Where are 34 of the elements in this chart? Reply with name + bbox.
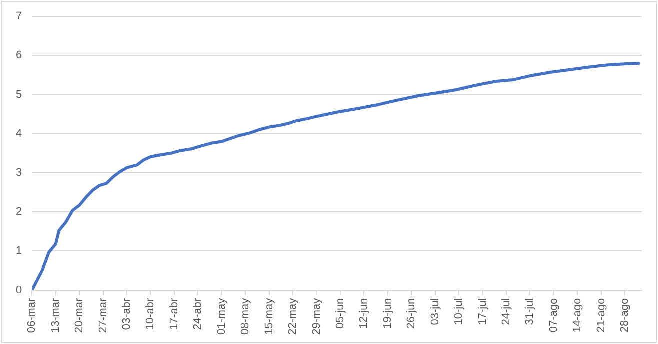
x-tick-label: 27-mar	[97, 298, 110, 334]
y-tick-label: 5	[16, 88, 22, 101]
x-tick-label: 28-ago	[619, 298, 632, 333]
x-tick-label: 20-mar	[74, 298, 86, 334]
y-tick-label: 1	[16, 245, 22, 258]
y-tick-label: 0	[16, 284, 22, 296]
x-tick-label: 19-jun	[382, 298, 394, 329]
x-tick-label: 03-jul	[429, 298, 442, 326]
x-tick-label: 12-jun	[358, 298, 370, 329]
y-tick-label: 7	[16, 10, 22, 23]
x-tick-label: 31-jul	[524, 298, 536, 326]
y-tick-label: 4	[16, 128, 22, 140]
x-tick-label: 29-may	[310, 298, 323, 336]
x-tick-label: 05-jun	[334, 298, 346, 329]
x-tick-label: 01-may	[216, 298, 228, 336]
y-tick-label: 2	[16, 206, 22, 218]
x-tick-label: 15-may	[263, 298, 276, 336]
y-tick-label: 6	[16, 50, 22, 62]
x-tick-label: 08-may	[240, 298, 252, 336]
x-tick-label: 13-mar	[50, 298, 62, 334]
x-tick-label: 26-jun	[406, 298, 418, 329]
x-tick-label: 14-ago	[572, 298, 584, 333]
x-tick-label: 21-ago	[595, 298, 608, 333]
x-tick-label: 22-may	[287, 298, 300, 336]
x-tick-label: 24-jul	[500, 298, 512, 326]
x-tick-label: 24-abr	[192, 298, 204, 330]
x-tick-label: 06-mar	[26, 298, 38, 334]
x-tick-label: 07-ago	[548, 298, 560, 333]
y-tick-label: 3	[16, 167, 22, 180]
x-tick-label: 10-jul	[453, 298, 466, 326]
x-tick-label: 17-jul	[476, 298, 489, 326]
x-tick-label: 03-abr	[121, 298, 134, 330]
x-tick-label: 10-abr	[144, 298, 157, 330]
x-tick-label: 17-abr	[168, 298, 180, 330]
